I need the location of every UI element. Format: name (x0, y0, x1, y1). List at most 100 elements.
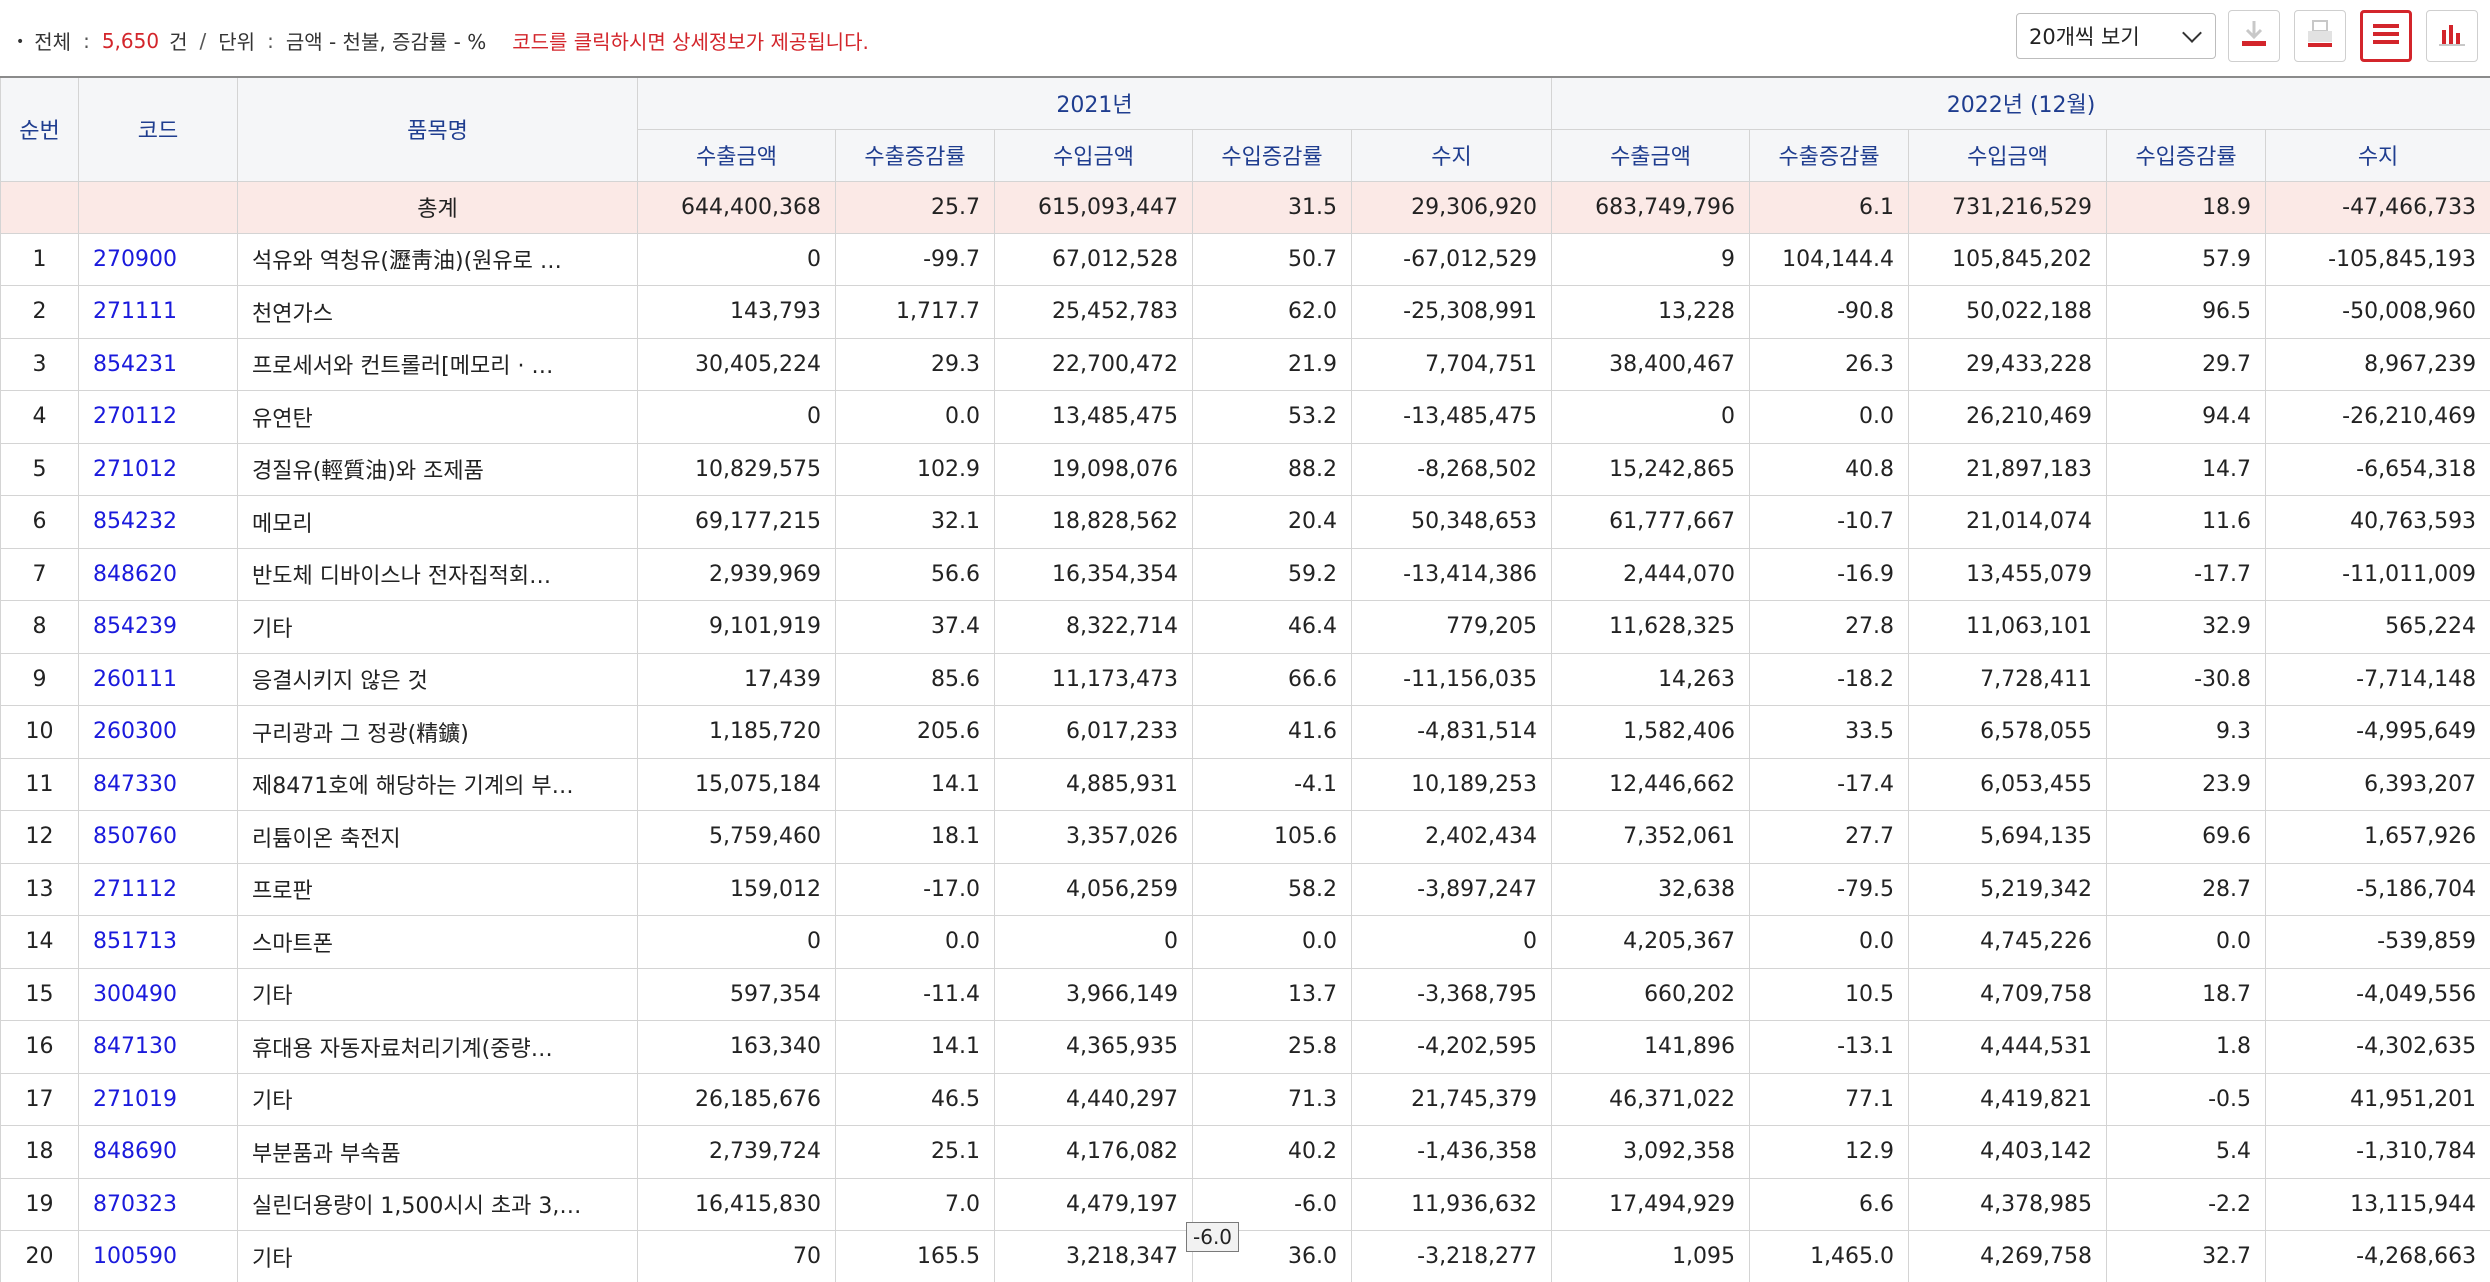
row-value: 7.0 (835, 1177, 995, 1231)
code-link[interactable]: 870323 (93, 1191, 177, 1217)
row-value: 33.5 (1749, 705, 1910, 759)
download-button[interactable] (2228, 10, 2280, 62)
row-item-name: 응결시키지 않은 것 (237, 652, 638, 706)
row-value: 16,354,354 (994, 547, 1193, 601)
code-link[interactable]: 847130 (93, 1034, 177, 1060)
code-link[interactable]: 854239 (93, 614, 177, 640)
row-value: -3,368,795 (1350, 967, 1553, 1021)
code-link[interactable]: 271111 (93, 299, 177, 325)
row-seq: 1 (0, 232, 79, 286)
row-value: 2,739,724 (637, 1125, 836, 1179)
row-value: 1,095 (1551, 1230, 1751, 1282)
row-value: 77.1 (1749, 1072, 1910, 1126)
table-row: 10 260300 구리광과 그 정광(精鑛) 1,185,720 205.6 6,017… (0, 705, 2490, 759)
code-link[interactable]: 271012 (93, 456, 177, 482)
code-link[interactable]: 854231 (93, 351, 177, 377)
row-value: 32,638 (1551, 862, 1751, 916)
row-value: 11,936,632 (1350, 1177, 1553, 1231)
table-row: 12 850760 리튬이온 축전지 5,759,460 18.1 3,357,026 10… (0, 810, 2490, 864)
table-row: 8 854239 기타 9,101,919 37.4 8,322,714 46.4 779,2… (0, 600, 2490, 654)
row-value: 0.0 (1192, 915, 1352, 969)
total-label: 전체 (34, 30, 72, 54)
row-value: 26.3 (1749, 337, 1910, 391)
code-link[interactable]: 271112 (93, 876, 177, 902)
row-value: 4,365,935 (994, 1020, 1193, 1074)
row-value: 9.3 (2106, 705, 2267, 759)
row-value: 5,219,342 (1908, 862, 2108, 916)
row-seq: 12 (0, 810, 79, 864)
table-row: 5 271012 경질유(輕質油)와 조제품 10,829,575 102.9 19,09… (0, 442, 2490, 496)
row-value: 597,354 (637, 967, 836, 1021)
row-value: 13,485,475 (994, 390, 1193, 444)
row-value: -4,202,595 (1350, 1020, 1553, 1074)
list-view-button[interactable] (2360, 10, 2412, 62)
table-row: 19 870323 실린더용량이 1,500시시 초과 3,… 16,415,830 7… (0, 1177, 2490, 1231)
row-value: -539,859 (2265, 915, 2490, 969)
code-link[interactable]: 850760 (93, 824, 177, 850)
row-seq: 7 (0, 547, 79, 601)
row-value: -4,049,556 (2265, 967, 2490, 1021)
row-value: 12.9 (1749, 1125, 1910, 1179)
row-value: 14.1 (835, 757, 995, 811)
row-code-cell: 850760 (78, 810, 238, 864)
row-value: 50.7 (1192, 232, 1352, 286)
chart-view-button[interactable] (2426, 10, 2478, 62)
header-export-growth: 수출증감률 (835, 128, 995, 182)
code-link[interactable]: 260111 (93, 666, 177, 692)
row-value: 0 (637, 915, 836, 969)
page-size-select[interactable]: 20개씩 보기 (2016, 13, 2216, 59)
row-value: -11,156,035 (1350, 652, 1553, 706)
row-value: 57.9 (2106, 232, 2267, 286)
row-value: 10.5 (1749, 967, 1910, 1021)
table-row: 2 271111 천연가스 143,793 1,717.7 25,452,783 62.0-… (0, 285, 2490, 339)
code-link[interactable]: 848620 (93, 561, 177, 587)
row-value: 4,440,297 (994, 1072, 1193, 1126)
total-cell: 25.7 (835, 180, 995, 234)
row-value: 8,967,239 (2265, 337, 2490, 391)
table-row: 16 847130 휴대용 자동자료처리기계(중량… 163,340 14.1 4,365… (0, 1020, 2490, 1074)
table-row: 1 270900 석유와 역청유(瀝靑油)(원유로 … 0 -99.7 67,012,52… (0, 232, 2490, 286)
code-link[interactable]: 271019 (93, 1086, 177, 1112)
row-value: 7,704,751 (1350, 337, 1553, 391)
row-value: 2,402,434 (1350, 810, 1553, 864)
row-value: -79.5 (1749, 862, 1910, 916)
code-link[interactable]: 847330 (93, 771, 177, 797)
row-value: -13,414,386 (1350, 547, 1553, 601)
row-seq: 19 (0, 1177, 79, 1231)
row-value: 15,075,184 (637, 757, 836, 811)
row-value: 3,966,149 (994, 967, 1193, 1021)
row-value: 4,176,082 (994, 1125, 1193, 1179)
row-seq: 13 (0, 862, 79, 916)
row-code-cell: 271019 (78, 1072, 238, 1126)
header-import-growth: 수입증감률 (1192, 128, 1352, 182)
code-link[interactable]: 848690 (93, 1139, 177, 1165)
row-seq: 16 (0, 1020, 79, 1074)
row-item-name: 유연탄 (237, 390, 638, 444)
row-value: -4,831,514 (1350, 705, 1553, 759)
row-value: 1,717.7 (835, 285, 995, 339)
slash: / (199, 28, 207, 53)
row-value: 96.5 (2106, 285, 2267, 339)
table-row: 15 300490 기타 597,354 -11.4 3,966,149 13.7 -3,36… (0, 967, 2490, 1021)
row-value: 4,403,142 (1908, 1125, 2108, 1179)
code-link[interactable]: 851713 (93, 929, 177, 955)
row-value: -105,845,193 (2265, 232, 2490, 286)
row-value: 0.0 (835, 390, 995, 444)
code-link[interactable]: 100590 (93, 1244, 177, 1269)
row-value: 6,017,233 (994, 705, 1193, 759)
row-value: 143,793 (637, 285, 836, 339)
code-link[interactable]: 300490 (93, 981, 177, 1007)
code-link[interactable]: 854232 (93, 509, 177, 535)
row-value: -50,008,960 (2265, 285, 2490, 339)
row-value: 5,759,460 (637, 810, 836, 864)
code-link[interactable]: 270112 (93, 404, 177, 430)
row-item-name: 구리광과 그 정광(精鑛) (237, 705, 638, 759)
row-value: -1,436,358 (1350, 1125, 1553, 1179)
row-value: 0 (637, 390, 836, 444)
download-icon (2236, 16, 2272, 56)
code-link[interactable]: 260300 (93, 719, 177, 745)
code-link[interactable]: 270900 (93, 246, 177, 272)
page-size-value: 20개씩 보기 (2029, 25, 2140, 49)
header-export-growth: 수출증감률 (1749, 128, 1910, 182)
print-button[interactable] (2294, 10, 2346, 62)
